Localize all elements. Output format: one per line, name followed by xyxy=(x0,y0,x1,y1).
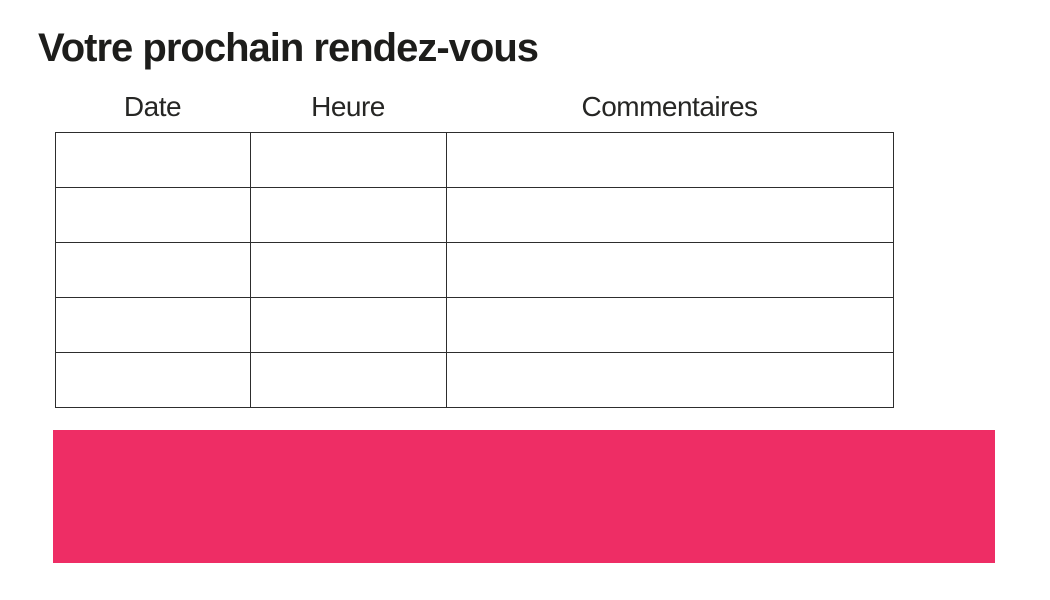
table-cell xyxy=(55,297,251,353)
table-cell xyxy=(250,242,447,298)
page-title: Votre prochain rendez-vous xyxy=(38,26,539,70)
pink-banner xyxy=(53,430,995,563)
table-cell xyxy=(250,352,447,408)
table-row xyxy=(55,297,894,353)
table-cell xyxy=(55,242,251,298)
column-header-commentaires: Commentaires xyxy=(581,91,758,122)
table-cell xyxy=(446,132,894,188)
table-cell xyxy=(55,187,251,243)
table-row xyxy=(55,352,894,408)
table-column-headers: Date Heure Commentaires xyxy=(55,91,893,123)
table-row xyxy=(55,187,894,243)
table-cell xyxy=(55,352,251,408)
appointments-table-body xyxy=(55,132,894,408)
table-row xyxy=(55,242,894,298)
appointments-table xyxy=(55,132,894,408)
table-cell xyxy=(250,132,447,188)
table-cell xyxy=(250,187,447,243)
table-cell xyxy=(446,242,894,298)
table-cell xyxy=(446,187,894,243)
column-header-date: Date xyxy=(123,91,182,122)
table-cell xyxy=(446,352,894,408)
table-row xyxy=(55,132,894,188)
table-cell xyxy=(55,132,251,188)
column-header-heure: Heure xyxy=(311,91,385,122)
table-cell xyxy=(250,297,447,353)
table-cell xyxy=(446,297,894,353)
